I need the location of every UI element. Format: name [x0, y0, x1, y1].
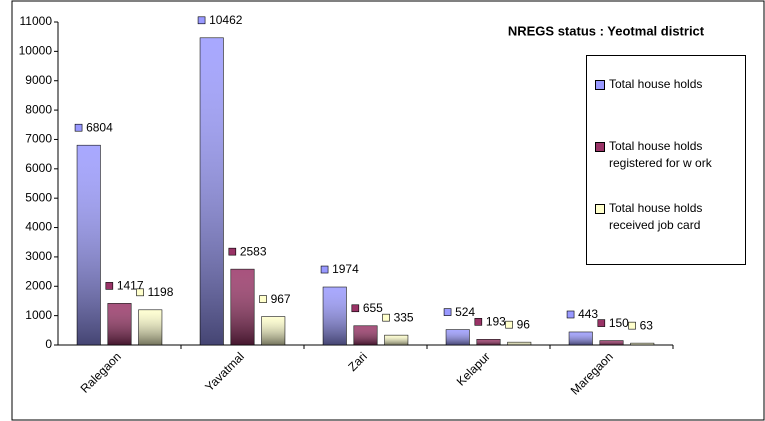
- bar: [107, 303, 132, 346]
- bar: [384, 334, 409, 346]
- label-marker: [505, 320, 513, 329]
- data-label: 10462: [209, 13, 243, 27]
- y-tick-label: 1000: [25, 308, 52, 322]
- bar: [230, 268, 255, 346]
- label-marker: [320, 265, 329, 274]
- frame: [11, 0, 765, 421]
- x-tick-label: Zari: [345, 349, 370, 374]
- bar: [138, 309, 163, 346]
- label-marker: [628, 321, 636, 330]
- y-tick-label: 6000: [25, 161, 52, 175]
- data-label: 335: [394, 310, 414, 324]
- legend-item: Total house holds registered for w ork: [595, 138, 743, 172]
- bar: [445, 329, 470, 346]
- label-marker: [136, 288, 144, 297]
- data-label: 1974: [332, 262, 359, 276]
- data-label: 443: [578, 307, 598, 321]
- label-marker: [74, 123, 83, 132]
- y-tick-label: 10000: [19, 44, 53, 58]
- bar: [507, 341, 532, 346]
- bar: [353, 325, 378, 346]
- y-tick-label: 11000: [20, 14, 53, 28]
- data-label: 96: [517, 317, 531, 331]
- x-tick-label: Yavatmal: [202, 349, 247, 394]
- y-tick-label: 3000: [25, 249, 52, 263]
- legend-label: Total house holds received job card: [609, 201, 703, 232]
- data-label: 193: [486, 315, 506, 329]
- y-tick-label: 8000: [25, 102, 52, 116]
- data-label: 1198: [148, 285, 174, 299]
- bar: [76, 144, 101, 346]
- data-label: 63: [640, 318, 654, 332]
- bar: [322, 286, 347, 346]
- data-label: 524: [455, 305, 475, 319]
- data-label: 967: [271, 292, 291, 306]
- label-marker: [228, 247, 237, 256]
- legend-item: Total house holds: [595, 76, 743, 93]
- bar: [568, 331, 593, 346]
- legend-label: Total house holds: [609, 77, 703, 91]
- legend-swatch: [595, 142, 605, 152]
- bar: [261, 316, 286, 346]
- bar: [199, 37, 224, 346]
- bar: [476, 339, 501, 346]
- x-tick-label: Ralegaon: [78, 349, 124, 395]
- data-label: 2583: [240, 244, 267, 258]
- bar: [630, 342, 655, 346]
- label-marker: [259, 295, 267, 303]
- label-marker: [351, 304, 360, 313]
- y-tick-label: 9000: [25, 73, 52, 87]
- label-marker: [566, 310, 575, 319]
- label-marker: [382, 313, 390, 322]
- legend-swatch: [595, 80, 605, 90]
- label-marker: [474, 318, 483, 326]
- label-marker: [597, 319, 606, 327]
- label-marker: [105, 282, 114, 290]
- legend-swatch: [595, 204, 605, 214]
- y-tick-label: 5000: [25, 190, 52, 204]
- x-tick-label: Maregaon: [568, 349, 616, 397]
- bar: [599, 340, 624, 346]
- y-tick-label: 7000: [25, 132, 52, 146]
- y-tick-label: 0: [45, 337, 52, 351]
- y-tick-label: 2000: [25, 278, 52, 292]
- y-tick-label: 4000: [25, 220, 52, 234]
- legend-label: Total house holds registered for w ork: [609, 139, 712, 170]
- data-label: 6804: [86, 120, 113, 134]
- x-tick-label: Kelapur: [454, 349, 493, 388]
- label-marker: [197, 16, 206, 25]
- legend-item: Total house holds received job card: [595, 200, 743, 234]
- data-label: 150: [609, 316, 629, 330]
- legend: Total house holds Total house holds regis…: [586, 55, 746, 265]
- chart-title: NREGS status : Yeotmal district: [508, 23, 705, 38]
- data-label: 655: [363, 301, 383, 315]
- label-marker: [443, 308, 452, 316]
